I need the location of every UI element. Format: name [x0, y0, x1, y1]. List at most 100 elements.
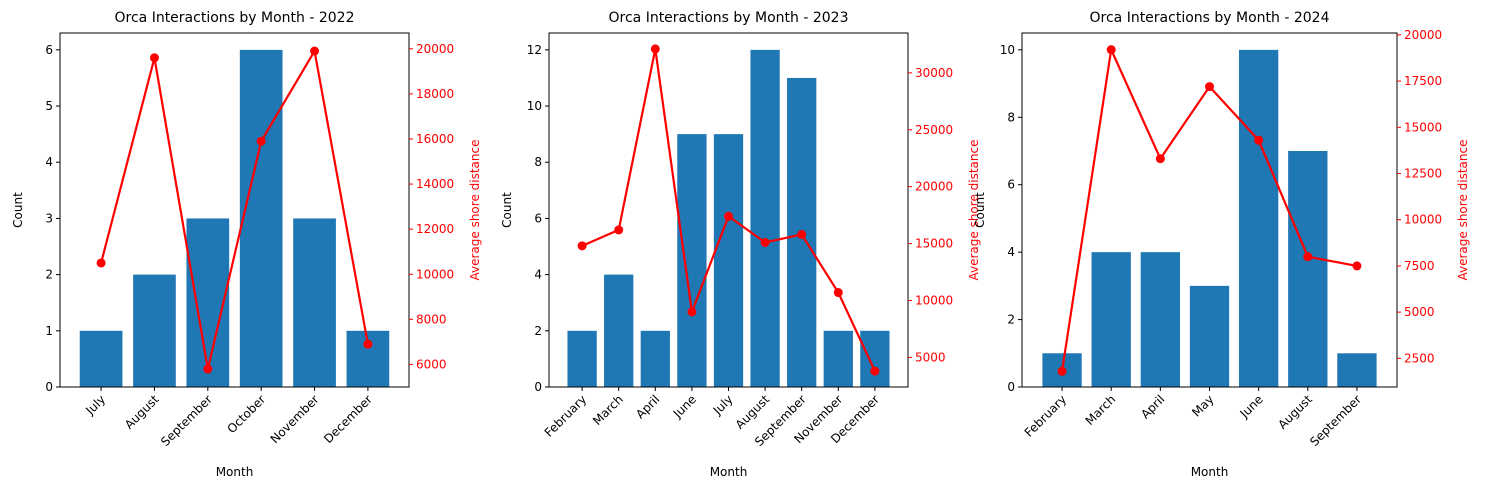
bar-9	[860, 330, 890, 387]
shore-distance-point-7	[797, 229, 807, 239]
left-y-axis-label: Count	[500, 192, 514, 228]
left-tick-label-2: 2	[1007, 313, 1015, 327]
shore-distance-point-3	[203, 364, 213, 374]
x-tick-label-3: April	[633, 392, 662, 421]
right-y-axis-label: Average shore distance	[1456, 139, 1470, 280]
right-tick-label-6: 16000	[416, 132, 454, 146]
right-tick-label-8: 20000	[1404, 28, 1442, 42]
right-tick-label-7: 17500	[1404, 74, 1442, 88]
right-tick-label-2: 5000	[1404, 305, 1435, 319]
left-tick-label-7: 12	[527, 43, 542, 57]
x-axis-label: Month	[710, 465, 748, 479]
left-tick-label-4: 6	[534, 211, 542, 225]
x-tick-label-3: April	[1138, 392, 1167, 421]
shore-distance-point-4	[256, 136, 266, 146]
right-tick-label-6: 30000	[915, 66, 953, 80]
right-tick-label-3: 10000	[416, 267, 454, 281]
chart-panel-1: 0 1 2 3 4 5 6 6000 8000 10000 12000 14000 16000 18000…	[11, 10, 482, 479]
right-tick-label-3: 15000	[915, 237, 953, 251]
right-tick-label-1: 6000	[416, 357, 447, 371]
shore-distance-point-8	[833, 288, 843, 298]
bar-5	[1238, 49, 1279, 387]
x-tick-label-5: November	[268, 392, 322, 446]
left-tick-label-1: 0	[1007, 380, 1015, 394]
right-tick-label-4: 10000	[1404, 213, 1442, 227]
bar-6	[750, 49, 780, 387]
bar-4	[239, 49, 283, 387]
shore-distance-point-7	[1352, 261, 1362, 271]
right-tick-label-5: 12500	[1404, 166, 1442, 180]
left-tick-label-6: 10	[1000, 43, 1015, 57]
shore-distance-point-3	[650, 44, 660, 54]
bar-8	[823, 330, 853, 387]
left-tick-label-5: 8	[534, 155, 542, 169]
chart-title: Orca Interactions by Month - 2023	[609, 10, 849, 26]
right-tick-label-8: 20000	[416, 42, 454, 56]
left-tick-label-1: 0	[45, 380, 53, 394]
bar-7	[1337, 353, 1377, 387]
bar-5	[293, 218, 336, 387]
shore-distance-point-1	[577, 241, 587, 251]
right-tick-label-1: 5000	[915, 350, 946, 364]
shore-distance-point-9	[870, 366, 880, 376]
shore-distance-point-2	[614, 225, 624, 235]
x-tick-label-3: September	[158, 392, 215, 449]
x-tick-label-6: August	[1275, 392, 1315, 432]
right-tick-label-7: 18000	[416, 87, 454, 101]
left-y-axis-label: Count	[11, 192, 25, 228]
x-tick-label-4: May	[1189, 392, 1216, 419]
x-axis-label: Month	[1191, 465, 1229, 479]
left-tick-label-2: 2	[534, 324, 542, 338]
shore-distance-point-5	[724, 211, 733, 221]
x-axis-label: Month	[216, 465, 254, 479]
right-tick-label-1: 2500	[1404, 351, 1435, 365]
bar-4	[677, 134, 707, 387]
left-tick-label-4: 6	[1007, 178, 1015, 192]
left-tick-label-2: 1	[45, 324, 53, 338]
shore-distance-point-4	[1205, 82, 1214, 92]
right-tick-label-4: 12000	[416, 222, 454, 236]
chart-panel-2: 0 2 4 6 8 10 12 5000 10000 15000 20000 25000 30000 Fe…	[500, 10, 981, 479]
left-tick-label-5: 4	[45, 155, 53, 169]
bar-6	[1288, 151, 1328, 387]
bar-3	[186, 218, 230, 387]
x-tick-label-1: July	[82, 392, 108, 418]
x-tick-label-2: March	[1083, 392, 1119, 428]
x-tick-label-1: February	[1022, 392, 1070, 440]
left-tick-label-5: 8	[1007, 110, 1015, 124]
right-y-axis-label: Average shore distance	[468, 139, 482, 280]
bar-2	[1091, 252, 1131, 387]
x-tick-label-5: July	[710, 392, 736, 418]
chart-title: Orca Interactions by Month - 2024	[1090, 10, 1330, 26]
left-tick-label-1: 0	[534, 380, 542, 394]
right-tick-label-2: 8000	[416, 312, 447, 326]
shore-distance-point-2	[1106, 45, 1116, 55]
plot-frame	[59, 32, 410, 388]
x-tick-label-6: December	[321, 392, 375, 446]
left-y-axis-label: Count	[973, 192, 987, 228]
right-tick-label-5: 14000	[416, 177, 454, 191]
right-tick-label-5: 25000	[915, 123, 953, 137]
shore-distance-point-6	[363, 339, 373, 349]
shore-distance-line	[100, 49, 369, 371]
left-tick-label-3: 4	[1007, 245, 1015, 259]
right-tick-label-4: 20000	[915, 180, 953, 194]
x-tick-label-1: February	[542, 392, 590, 440]
bar-2	[604, 274, 634, 387]
x-tick-label-7: September	[1307, 392, 1364, 449]
left-tick-label-3: 4	[534, 268, 542, 282]
left-tick-label-6: 10	[527, 99, 542, 113]
right-tick-label-2: 10000	[915, 293, 953, 307]
x-tick-label-5: June	[1237, 392, 1266, 421]
shore-distance-point-6	[1303, 252, 1313, 262]
bar-3	[640, 330, 670, 387]
bar-1	[567, 330, 597, 387]
x-tick-label-2: August	[122, 392, 162, 432]
x-tick-label-2: March	[590, 392, 626, 428]
shore-distance-point-5	[1254, 135, 1264, 145]
shore-distance-point-2	[149, 53, 159, 63]
chart-title: Orca Interactions by Month - 2022	[115, 10, 355, 26]
left-tick-label-7: 6	[45, 43, 53, 57]
